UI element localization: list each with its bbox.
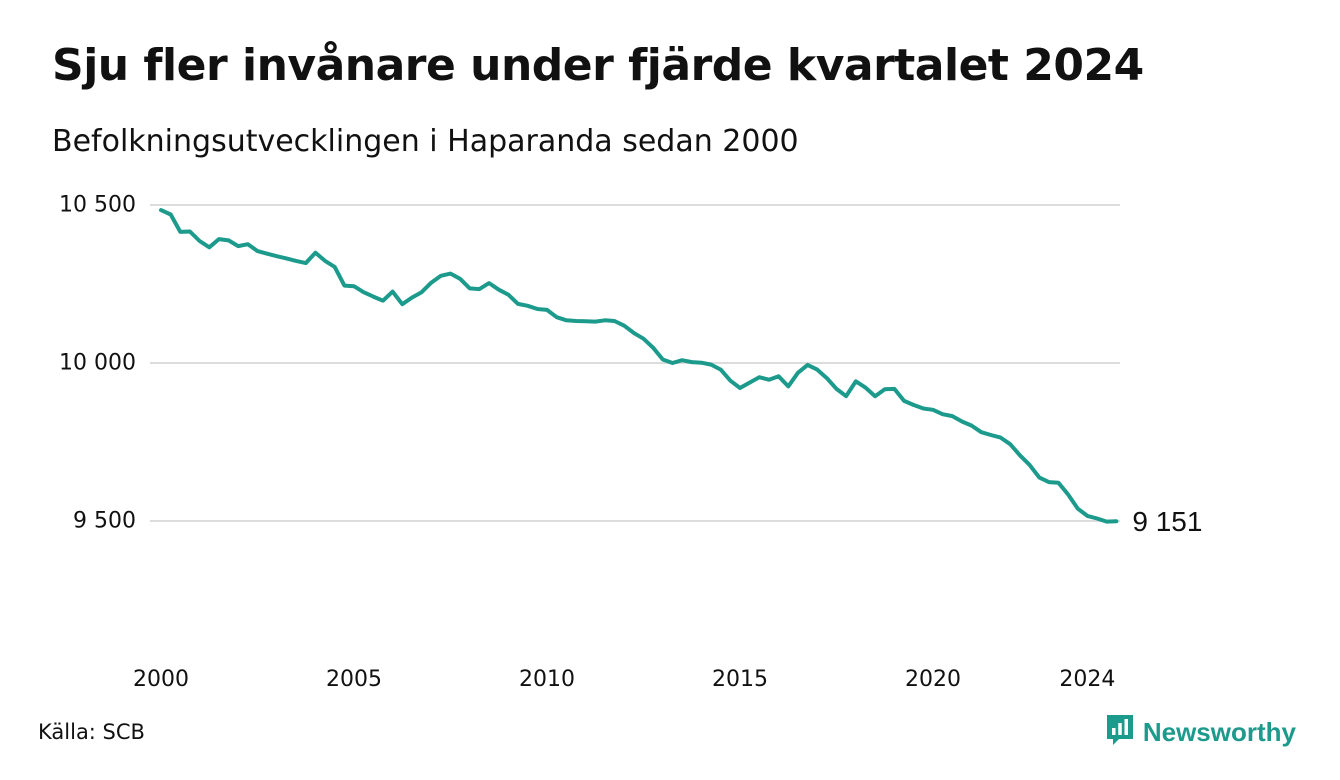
chart-bubble-icon <box>1105 713 1135 751</box>
x-tick-label: 2024 <box>1059 667 1115 692</box>
x-tick-label: 2005 <box>326 667 382 692</box>
brand-name: Newsworthy <box>1142 716 1296 747</box>
y-tick-label: 9 500 <box>73 509 136 534</box>
x-tick-label: 2015 <box>712 667 768 692</box>
gridlines <box>150 204 1120 522</box>
x-tick-label: 2000 <box>133 667 189 692</box>
x-tick-label: 2020 <box>905 667 961 692</box>
series-layer <box>159 208 1119 524</box>
chart-subtitle: Befolkningsutvecklingen i Haparanda seda… <box>52 124 799 159</box>
x-tick-label: 2010 <box>519 667 575 692</box>
brand-logo[interactable]: Newsworthy <box>1105 712 1296 752</box>
chart-title: Sju fler invånare under fjärde kvartalet… <box>52 40 1144 91</box>
series-line-0 <box>159 208 1119 524</box>
y-tick-label: 10 000 <box>59 351 136 376</box>
axis-ticks: 10 500 10 000 9 500 2000 2005 2010 2015 2020 202… <box>59 193 1115 693</box>
last-value-label: 9 151 <box>1132 506 1202 537</box>
y-tick-label: 10 500 <box>59 193 136 218</box>
source-note: Källa: SCB <box>38 720 145 744</box>
